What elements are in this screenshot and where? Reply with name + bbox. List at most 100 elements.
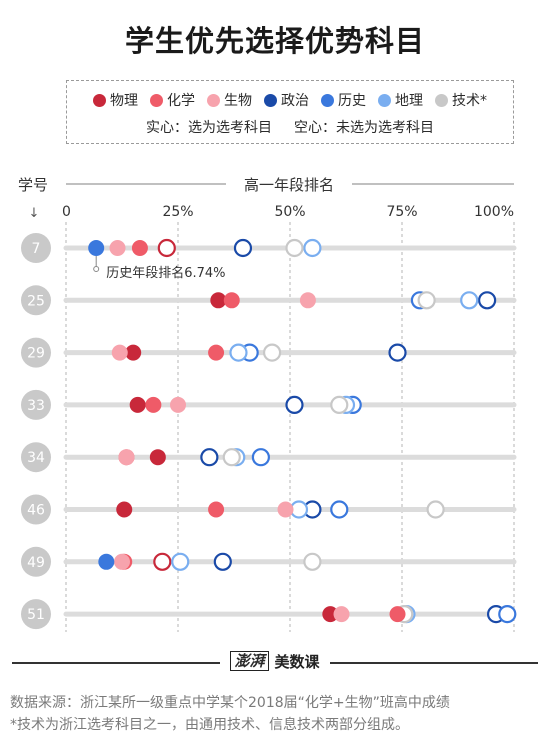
x-tick-label: 25% [162,204,193,220]
data-point [285,395,304,414]
student-badge [21,494,51,525]
data-point [116,501,133,518]
annotation-text: 历史年段排名6.74% [106,265,225,281]
student-badge [21,233,51,263]
student-id-label: 33 [27,398,45,414]
data-point [109,240,126,256]
dot-plot-chart: 7 25 29 33 34 46 49 51 学号 ↓ 高一年段排名 0 25% 50% 75% 10… [18,176,517,632]
x-axis-title: 高一年段排名 [244,176,334,194]
legend-label-chemistry: 化学 [167,93,195,109]
data-point [303,552,322,571]
legend-filled-note: 实心：选为选考科目 [146,120,272,136]
data-point [285,238,304,258]
chart-title: 学生优先选择优势科目 [124,24,425,58]
data-point [213,552,232,571]
data-point [460,291,479,310]
data-point [333,606,350,623]
legend-dot-physics [93,93,106,107]
student-id-label: 51 [27,607,45,623]
data-point [417,291,436,310]
data-point [498,604,517,624]
data-point [478,291,497,310]
data-point [170,396,186,413]
student-id-label: 29 [27,346,45,362]
history-annotation: 历史年段排名6.74% [93,256,226,281]
legend-dot-politics [264,93,277,107]
data-point [222,448,241,467]
data-point [330,500,349,519]
data-point [208,501,225,518]
student-badge [21,337,51,368]
student-id-label: 25 [27,293,45,309]
student-id-label: 34 [27,450,45,466]
data-point [129,396,146,413]
legend-dot-chemistry [150,93,163,107]
data-point [171,552,190,571]
data-point [277,501,294,518]
student-id-label: 49 [27,555,45,571]
student-id-label: 7 [32,241,41,257]
legend-item-chemistry: 化学 [150,90,195,110]
legend-item-politics: 政治 [264,90,309,110]
logo-text: 美数课 [274,652,320,671]
data-point [149,449,166,466]
x-tick-labels: 0 25% 50% 75% 100% [62,204,514,220]
down-arrow-icon: ↓ [29,206,40,221]
x-tick-label: 100% [474,204,514,220]
data-point [426,500,445,519]
logo-mark: 澎湃 [230,651,269,671]
data-point [114,553,130,570]
student-badge [21,389,51,420]
annotation-marker [93,266,100,272]
legend-items: 物理 化学 生物 政治 历史 地理 技术* [67,90,513,110]
legend-label-politics: 政治 [281,93,309,109]
data-point [330,395,349,414]
legend-label-geography: 地理 [395,93,423,109]
legend-dot-geography [378,93,391,107]
legend-item-biology: 生物 [207,90,252,110]
legend-item-tech: 技术* [435,90,487,110]
legend-dot-tech [435,93,448,107]
x-tick-label: 0 [62,204,71,220]
student-badge [21,442,51,473]
y-axis-label: 学号 [18,176,48,194]
legend-hollow-note: 空心：未选为选考科目 [294,120,434,136]
data-point [303,238,322,258]
student-badge [21,546,51,577]
data-point [153,552,172,571]
data-point [200,448,219,467]
data-point [223,292,240,309]
legend-item-physics: 物理 [93,90,138,110]
legend-item-geography: 地理 [378,90,423,110]
x-tick-label: 50% [274,204,305,220]
data-point [111,344,128,361]
student-badge [21,599,51,630]
data-point [251,448,270,467]
data-point [88,240,105,256]
legend-label-biology: 生物 [224,93,252,109]
data-point [98,553,115,570]
x-tick-label: 75% [386,204,417,220]
data-point [322,606,339,623]
data-point [229,343,248,362]
data-point [233,238,253,258]
legend-dot-history [321,93,334,107]
data-point [299,292,316,309]
data-point [145,396,162,413]
legend-dot-biology [207,93,220,107]
source-line-2: *技术为浙江选考科目之一，由通用技术、信息技术两部分组成。 [10,717,409,733]
legend-label-physics: 物理 [110,93,138,109]
x-axis: 学号 ↓ 高一年段排名 0 25% 50% 75% 100% [18,176,514,221]
publisher-logo: 澎湃 美数课 [220,648,330,674]
legend-item-history: 历史 [321,90,366,110]
student-rows: 7 25 29 33 34 46 49 51 [21,233,517,630]
data-point [118,449,135,466]
legend-note: 实心：选为选考科目 空心：未选为选考科目 [67,117,513,137]
data-point [125,344,142,361]
data-point [388,343,407,362]
source-note: 数据来源：浙江某所一级重点中学某个2018届“化学+生物”班高中成绩 *技术为浙… [10,692,545,736]
legend: 物理 化学 生物 政治 历史 地理 技术* 实心：选为选考科目 空心：未选为选考科… [66,80,514,144]
legend-label-tech: 技术* [452,93,487,109]
legend-label-history: 历史 [338,93,366,109]
data-point [262,343,282,362]
